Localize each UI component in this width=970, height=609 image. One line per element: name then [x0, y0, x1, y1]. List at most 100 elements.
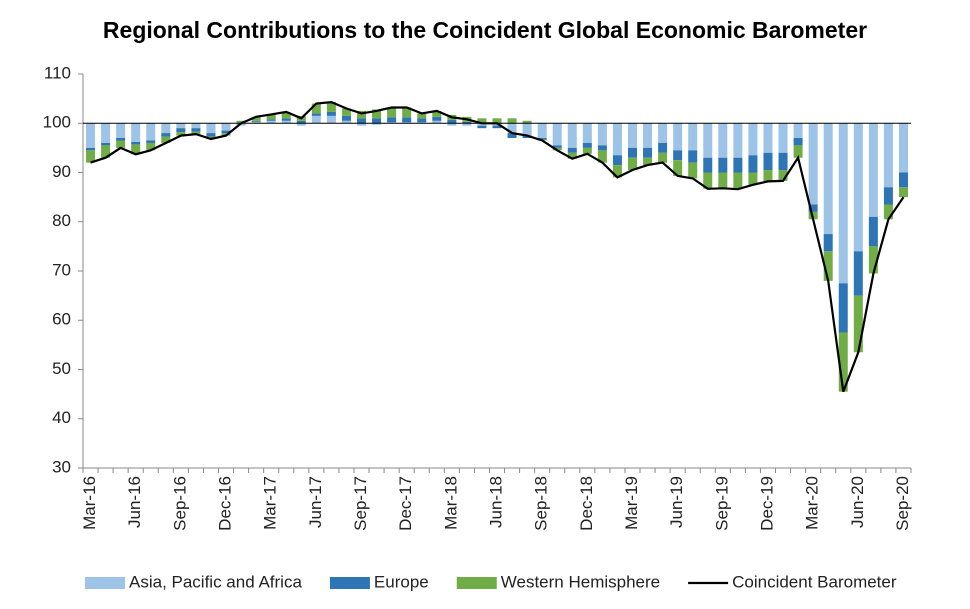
- bar-segment: [778, 170, 788, 181]
- bar-segment: [823, 234, 833, 252]
- bar-segment: [341, 120, 351, 124]
- chart-title: Regional Contributions to the Coincident…: [103, 17, 867, 43]
- x-tick-label: Dec-17: [396, 476, 415, 531]
- bar-segment: [868, 123, 878, 217]
- bar-segment: [597, 123, 607, 146]
- x-tick-label: Mar-18: [441, 476, 460, 530]
- bar-segment: [116, 138, 126, 141]
- bar-segment: [402, 117, 412, 123]
- bar-segment: [281, 111, 291, 119]
- bar-segment: [537, 123, 547, 139]
- bar-segment: [612, 165, 622, 178]
- bar-segment: [597, 150, 607, 163]
- legend-label: Europe: [374, 572, 429, 591]
- bar-segment: [793, 145, 803, 158]
- bar-segment: [357, 110, 367, 119]
- x-tick-label: Mar-20: [803, 476, 822, 530]
- bar-segment: [763, 170, 773, 182]
- bar-segment: [86, 150, 96, 163]
- bar-segment: [688, 150, 698, 163]
- bar-segment: [372, 123, 382, 125]
- bar-segment: [281, 120, 291, 124]
- bar-segment: [567, 147, 577, 153]
- bar-segment: [883, 123, 893, 188]
- x-tick-label: Jun-16: [125, 476, 144, 528]
- bar-segment: [537, 138, 547, 140]
- bar-segment: [823, 251, 833, 281]
- bar-segment: [582, 123, 592, 143]
- bar-segment: [688, 162, 698, 179]
- bar-segment: [176, 132, 186, 136]
- bar-segment: [868, 216, 878, 247]
- bar-segment: [432, 116, 442, 121]
- x-tick-label: Sep-16: [170, 476, 189, 531]
- legend-swatch: [85, 577, 125, 589]
- bar-segment: [763, 123, 773, 153]
- bar-segment: [311, 103, 321, 114]
- bar-segment: [748, 172, 758, 185]
- bar-segment: [161, 136, 171, 143]
- bar-segment: [281, 118, 291, 121]
- bar-segment: [146, 140, 156, 143]
- bar-segment: [838, 123, 848, 284]
- bar-segment: [161, 133, 171, 137]
- bar-segment: [612, 155, 622, 166]
- bar-segment: [341, 108, 351, 116]
- bar-segment: [763, 152, 773, 171]
- bar-segment: [658, 123, 668, 143]
- bar-segment: [462, 121, 472, 124]
- bar-segment: [898, 172, 908, 188]
- bar-segment: [206, 133, 216, 137]
- bar-segment: [357, 118, 367, 124]
- bar-segment: [688, 123, 698, 151]
- bar-segment: [673, 123, 683, 151]
- bar-segment: [718, 157, 728, 173]
- bar-segment: [116, 123, 126, 139]
- bar-segment: [402, 107, 412, 118]
- bar-segment: [552, 123, 562, 146]
- bar-segment: [853, 295, 863, 353]
- bar-segment: [432, 120, 442, 124]
- x-tick-label: Mar-17: [261, 476, 280, 530]
- x-tick-label: Dec-19: [757, 476, 776, 531]
- bar-segment: [522, 135, 532, 139]
- bar-segment: [221, 123, 231, 131]
- bar-segment: [326, 102, 336, 112]
- bar-segment: [191, 131, 201, 135]
- bar-segment: [417, 118, 427, 123]
- bar-segment: [643, 157, 653, 166]
- bar-segment: [748, 123, 758, 156]
- bar-segment: [251, 116, 261, 121]
- bar-segment: [176, 128, 186, 133]
- bar-segment: [733, 157, 743, 173]
- bar-segment: [326, 115, 336, 124]
- bar-segment: [627, 147, 637, 158]
- bar-segment: [853, 251, 863, 296]
- bar-segment: [206, 123, 216, 134]
- bar-segment: [236, 120, 246, 123]
- bar-segment: [477, 125, 487, 129]
- y-tick-label: 110: [44, 63, 71, 82]
- y-tick-label: 30: [52, 457, 71, 476]
- bar-segment: [658, 142, 668, 153]
- bar-segment: [552, 145, 562, 148]
- bar-segment: [311, 115, 321, 124]
- bar-segment: [838, 332, 848, 392]
- bar-segment: [251, 120, 261, 122]
- bar-segment: [733, 123, 743, 158]
- bar-segment: [718, 123, 728, 158]
- bar-segment: [387, 107, 397, 118]
- x-tick-label: Jun-17: [306, 476, 325, 528]
- bar-segment: [477, 123, 487, 126]
- bar-segment: [432, 110, 442, 117]
- bar-segment: [778, 152, 788, 171]
- bar-segment: [673, 160, 683, 176]
- bar-segment: [447, 119, 457, 124]
- bar-segment: [507, 118, 517, 124]
- y-tick-label: 80: [52, 211, 71, 230]
- bar-segment: [567, 152, 577, 159]
- x-tick-label: Sep-20: [893, 476, 912, 531]
- bar-segment: [447, 123, 457, 126]
- bar-segment: [808, 204, 818, 212]
